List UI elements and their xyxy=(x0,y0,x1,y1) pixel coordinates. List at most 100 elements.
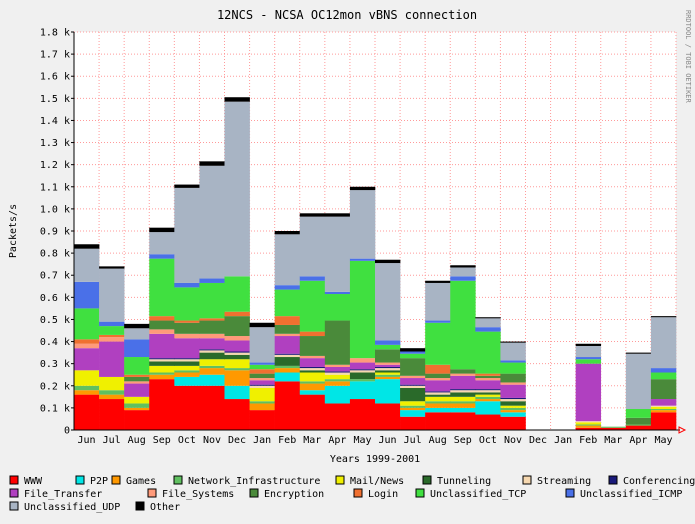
bar-segment xyxy=(650,405,677,407)
bar-segment xyxy=(400,384,426,386)
bar-segment xyxy=(74,385,100,391)
bar-segment xyxy=(99,326,125,335)
bar-segment xyxy=(425,378,451,381)
bar-segment xyxy=(299,368,326,371)
x-tick-label: Apr xyxy=(328,435,346,446)
bar-segment xyxy=(475,401,501,415)
bar-segment xyxy=(274,365,301,369)
bar-segment xyxy=(99,390,125,395)
legend-label: Unclassified_UDP xyxy=(24,502,120,513)
bar-segment xyxy=(400,410,426,417)
bar-segment xyxy=(324,385,351,404)
x-axis-label: Years 1999-2001 xyxy=(330,454,420,465)
bar-segment xyxy=(99,376,125,391)
bar-segment xyxy=(74,343,100,349)
bar-segment xyxy=(375,349,401,363)
bar-segment xyxy=(400,351,426,354)
bar-segment xyxy=(500,410,526,413)
bar-segment xyxy=(650,412,677,430)
bar-segment xyxy=(450,267,476,277)
bar-segment xyxy=(500,399,526,402)
bar-segment xyxy=(575,363,602,422)
bar-segment xyxy=(199,368,225,375)
bar-segment xyxy=(324,364,351,367)
bar-segment xyxy=(425,391,451,393)
bar-segment xyxy=(324,291,351,295)
bar-segment xyxy=(500,405,526,408)
bar-segment xyxy=(375,340,401,345)
bar-segment xyxy=(299,366,326,369)
bar-segment xyxy=(425,394,451,397)
bar-segment xyxy=(475,380,501,390)
bar-segment xyxy=(74,394,100,430)
bar-segment xyxy=(224,97,250,102)
bar-segment xyxy=(149,374,175,380)
y-tick-label: 0.6 k xyxy=(40,293,70,304)
bar-segment xyxy=(224,336,250,341)
bar-segment xyxy=(575,343,602,346)
bar-segment xyxy=(650,399,677,406)
bar-segment xyxy=(124,328,150,340)
bar-segment xyxy=(349,379,376,382)
bar-segment xyxy=(600,426,627,428)
legend-swatch xyxy=(9,475,19,485)
legend-label: Login xyxy=(368,489,398,500)
bar-segment xyxy=(149,232,175,255)
bar-segment xyxy=(174,361,200,366)
bar-segment xyxy=(400,387,426,402)
bar-segment xyxy=(625,424,652,426)
bar-segment xyxy=(274,336,301,354)
bar-segment xyxy=(124,376,150,382)
bar-segment xyxy=(124,396,150,404)
bar-segment xyxy=(450,401,476,404)
bar-segment xyxy=(224,340,250,352)
bar-segment xyxy=(174,358,200,360)
y-tick-label: 1.5 k xyxy=(40,94,70,105)
bar-segment xyxy=(600,427,627,430)
bar-segment xyxy=(149,372,175,375)
bar-segment xyxy=(375,379,401,404)
legend-label: Encryption xyxy=(264,489,324,500)
bar-segment xyxy=(650,406,677,409)
bar-segment xyxy=(375,376,401,380)
bar-segment xyxy=(224,352,250,355)
bar-segment xyxy=(124,407,150,411)
legend-swatch xyxy=(608,475,618,485)
bar-segment xyxy=(324,213,351,217)
bar-segment xyxy=(450,369,476,374)
bar-segment xyxy=(149,333,175,359)
bar-segment xyxy=(299,276,326,281)
bar-segment xyxy=(74,390,100,395)
bar-segment xyxy=(425,412,451,430)
bar-segment xyxy=(149,254,175,259)
bar-segment xyxy=(475,389,501,391)
bar-segment xyxy=(249,401,275,404)
bar-segment xyxy=(475,399,501,402)
bar-segment xyxy=(475,373,501,376)
legend-label: Streaming xyxy=(537,476,591,487)
bar-segment xyxy=(650,408,677,411)
bar-segment xyxy=(99,266,125,269)
x-tick-label: Jan xyxy=(253,435,271,446)
bar-segment xyxy=(149,365,175,373)
bar-segment xyxy=(199,165,225,279)
bar-segment xyxy=(224,399,250,430)
bar-segment xyxy=(349,258,376,261)
y-tick-label: 1.2 k xyxy=(40,160,70,171)
bar-segment xyxy=(375,366,401,369)
bar-segment xyxy=(400,401,426,406)
bar-segment xyxy=(224,385,250,400)
bar-segment xyxy=(249,364,275,370)
bar-segment xyxy=(299,280,326,332)
bar-segment xyxy=(74,370,100,386)
bar-segment xyxy=(274,316,301,325)
bar-segment xyxy=(475,396,501,400)
bar-segment xyxy=(174,338,200,359)
bars xyxy=(74,97,677,430)
bar-segment xyxy=(450,407,476,413)
bar-segment xyxy=(74,308,100,340)
bar-segment xyxy=(425,396,451,402)
bar-segment xyxy=(299,394,326,430)
bar-segment xyxy=(324,372,351,375)
x-tick-label: Feb xyxy=(579,435,597,446)
